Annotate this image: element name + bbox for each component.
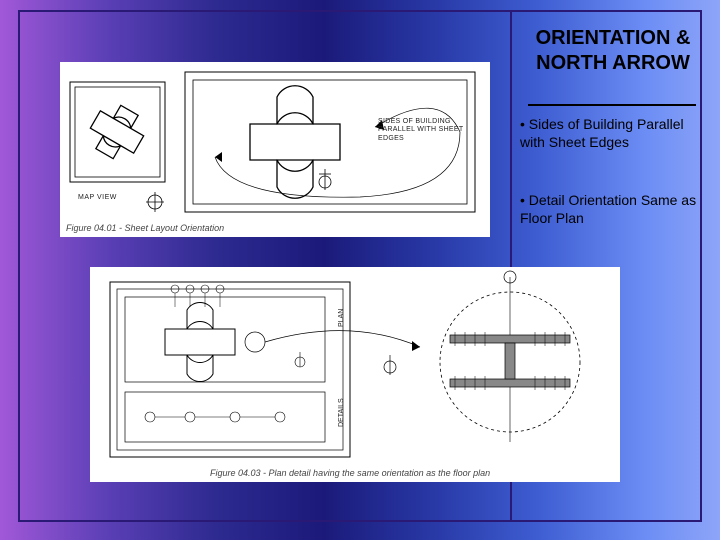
heading-underline xyxy=(528,104,696,106)
figure-2-label-plan: PLAN xyxy=(338,309,345,327)
heading: ORIENTATION & NORTH ARROW xyxy=(518,26,708,76)
figure-2: PLAN DETAILS Figure 04.03 - Plan detail … xyxy=(90,267,620,482)
bullet-1: • Sides of Building Parallel with Sheet … xyxy=(520,116,706,151)
figure-2-label-details: DETAILS xyxy=(338,398,345,427)
slide: ORIENTATION & NORTH ARROW • Sides of Bui… xyxy=(0,0,720,540)
bullet-2: • Detail Orientation Same as Floor Plan xyxy=(520,192,706,227)
figure-1-label-mapview: MAP VIEW xyxy=(78,194,117,201)
figure-1: MAP VIEW SIDES OF BUILDING PARALLEL WITH… xyxy=(60,62,490,237)
figure-2-svg xyxy=(90,267,620,482)
figure-1-label-annotation: SIDES OF BUILDING PARALLEL WITH SHEET ED… xyxy=(378,118,490,143)
figure-1-caption: Figure 04.01 - Sheet Layout Orientation xyxy=(66,223,224,233)
figure-1-svg xyxy=(60,62,490,237)
figure-2-caption: Figure 04.03 - Plan detail having the sa… xyxy=(210,468,490,478)
content-frame: ORIENTATION & NORTH ARROW • Sides of Bui… xyxy=(18,10,702,522)
